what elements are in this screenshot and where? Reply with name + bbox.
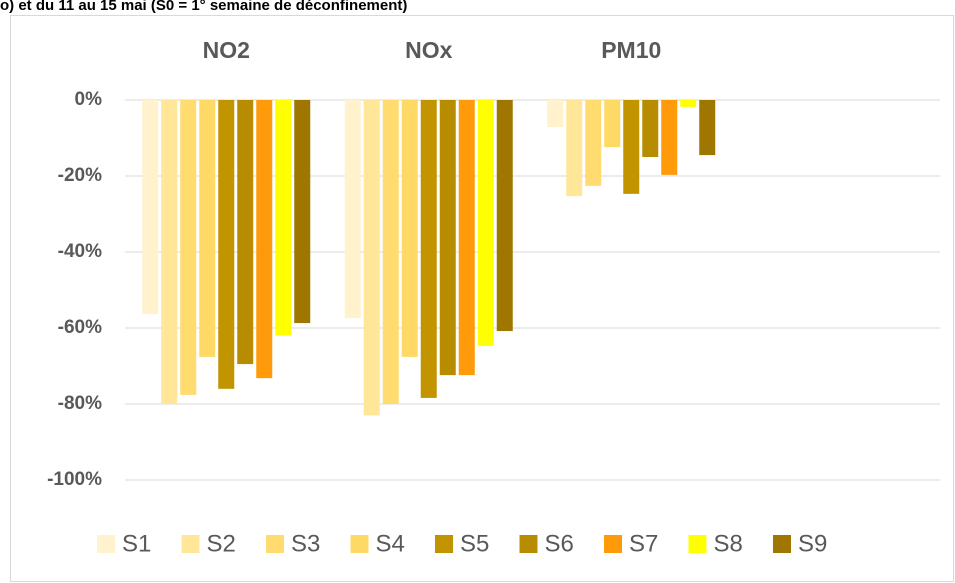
- legend-label: S8: [714, 530, 743, 557]
- x-tick-label: NOx: [405, 37, 453, 63]
- legend-label: S6: [545, 530, 574, 557]
- legend-label: S9: [798, 530, 827, 557]
- bar: [458, 100, 475, 376]
- x-tick-label: NO2: [203, 37, 250, 63]
- legend-swatch: [688, 535, 707, 553]
- y-tick-label: -20%: [58, 165, 102, 186]
- bar: [585, 100, 602, 186]
- legend-swatch: [97, 535, 115, 553]
- bar: [604, 100, 621, 148]
- bar: [477, 100, 494, 346]
- bar: [199, 100, 216, 357]
- legend-label: S1: [122, 530, 151, 557]
- x-tick-label: PM10: [601, 37, 661, 63]
- legend-swatch: [266, 535, 284, 553]
- bar: [680, 100, 697, 107]
- legend-label: S4: [376, 530, 405, 557]
- legend-label: S5: [460, 530, 489, 557]
- bar: [161, 100, 178, 404]
- bar: [420, 100, 437, 398]
- bar: [496, 100, 513, 332]
- bar: [218, 100, 235, 389]
- y-tick-label: -80%: [58, 393, 102, 414]
- bar: [180, 100, 197, 395]
- bar: [382, 100, 399, 404]
- legend-swatch: [604, 535, 622, 553]
- y-tick-label: -40%: [58, 241, 102, 262]
- legend-swatch: [181, 535, 200, 553]
- bar: [294, 100, 311, 324]
- bar: [439, 100, 456, 376]
- chart-title: o) et du 11 au 15 mai (S0 = 1° semaine d…: [0, 0, 407, 14]
- bar: [142, 100, 159, 314]
- y-tick-label: 0%: [75, 89, 103, 110]
- bar: [363, 100, 380, 416]
- legend-label: S2: [207, 530, 236, 557]
- y-tick-label: -100%: [47, 469, 102, 490]
- bar: [661, 100, 678, 175]
- legend-swatch: [435, 535, 453, 553]
- bar: [256, 100, 273, 379]
- y-tick-label: -60%: [58, 317, 102, 338]
- bar: [642, 100, 659, 157]
- legend-label: S3: [291, 530, 320, 557]
- legend-swatch: [519, 535, 538, 553]
- bar: [237, 100, 254, 365]
- legend-swatch: [773, 535, 791, 553]
- bar: [623, 100, 640, 194]
- bar: [401, 100, 418, 357]
- bar: [547, 100, 564, 127]
- bar: [699, 100, 716, 156]
- bar: [566, 100, 583, 197]
- bar: [344, 100, 361, 319]
- legend-swatch: [350, 535, 369, 553]
- bar: [275, 100, 292, 336]
- legend-label: S7: [629, 530, 658, 557]
